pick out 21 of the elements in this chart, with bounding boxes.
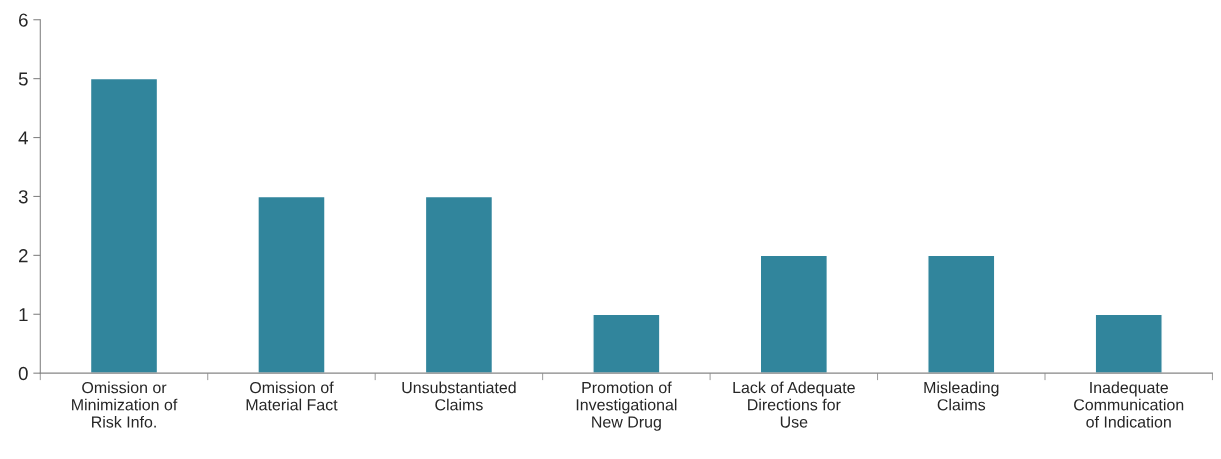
y-tick-label: 0	[18, 366, 28, 381]
bar	[592, 313, 661, 374]
x-tick-label: Inadequate Communication of Indication	[1074, 381, 1184, 428]
y-tick-label: 4	[18, 131, 28, 145]
x-tick-label: Unsubstantiated Claims	[402, 381, 516, 411]
bar	[927, 254, 996, 374]
y-tick-label: 2	[19, 249, 28, 263]
bar	[424, 195, 494, 374]
y-tick-label: 6	[19, 13, 28, 27]
bar	[89, 77, 159, 374]
y-tick-label: 3	[18, 190, 28, 204]
x-tick-label: Omission or Minimization of Risk Info.	[72, 381, 178, 428]
x-tick-label: Misleading Claims	[924, 381, 999, 411]
x-tick-label: Omission of Material Fact	[246, 381, 338, 411]
x-tick-label: Lack of Adequate Directions for Use	[733, 381, 855, 428]
x-tick-label: Promotion of Investigational New Drug	[576, 381, 677, 431]
bar	[1094, 313, 1163, 374]
y-tick-label: 5	[18, 72, 28, 86]
bar	[257, 195, 326, 374]
y-tick-label: 1	[19, 308, 28, 322]
bar	[759, 254, 829, 374]
